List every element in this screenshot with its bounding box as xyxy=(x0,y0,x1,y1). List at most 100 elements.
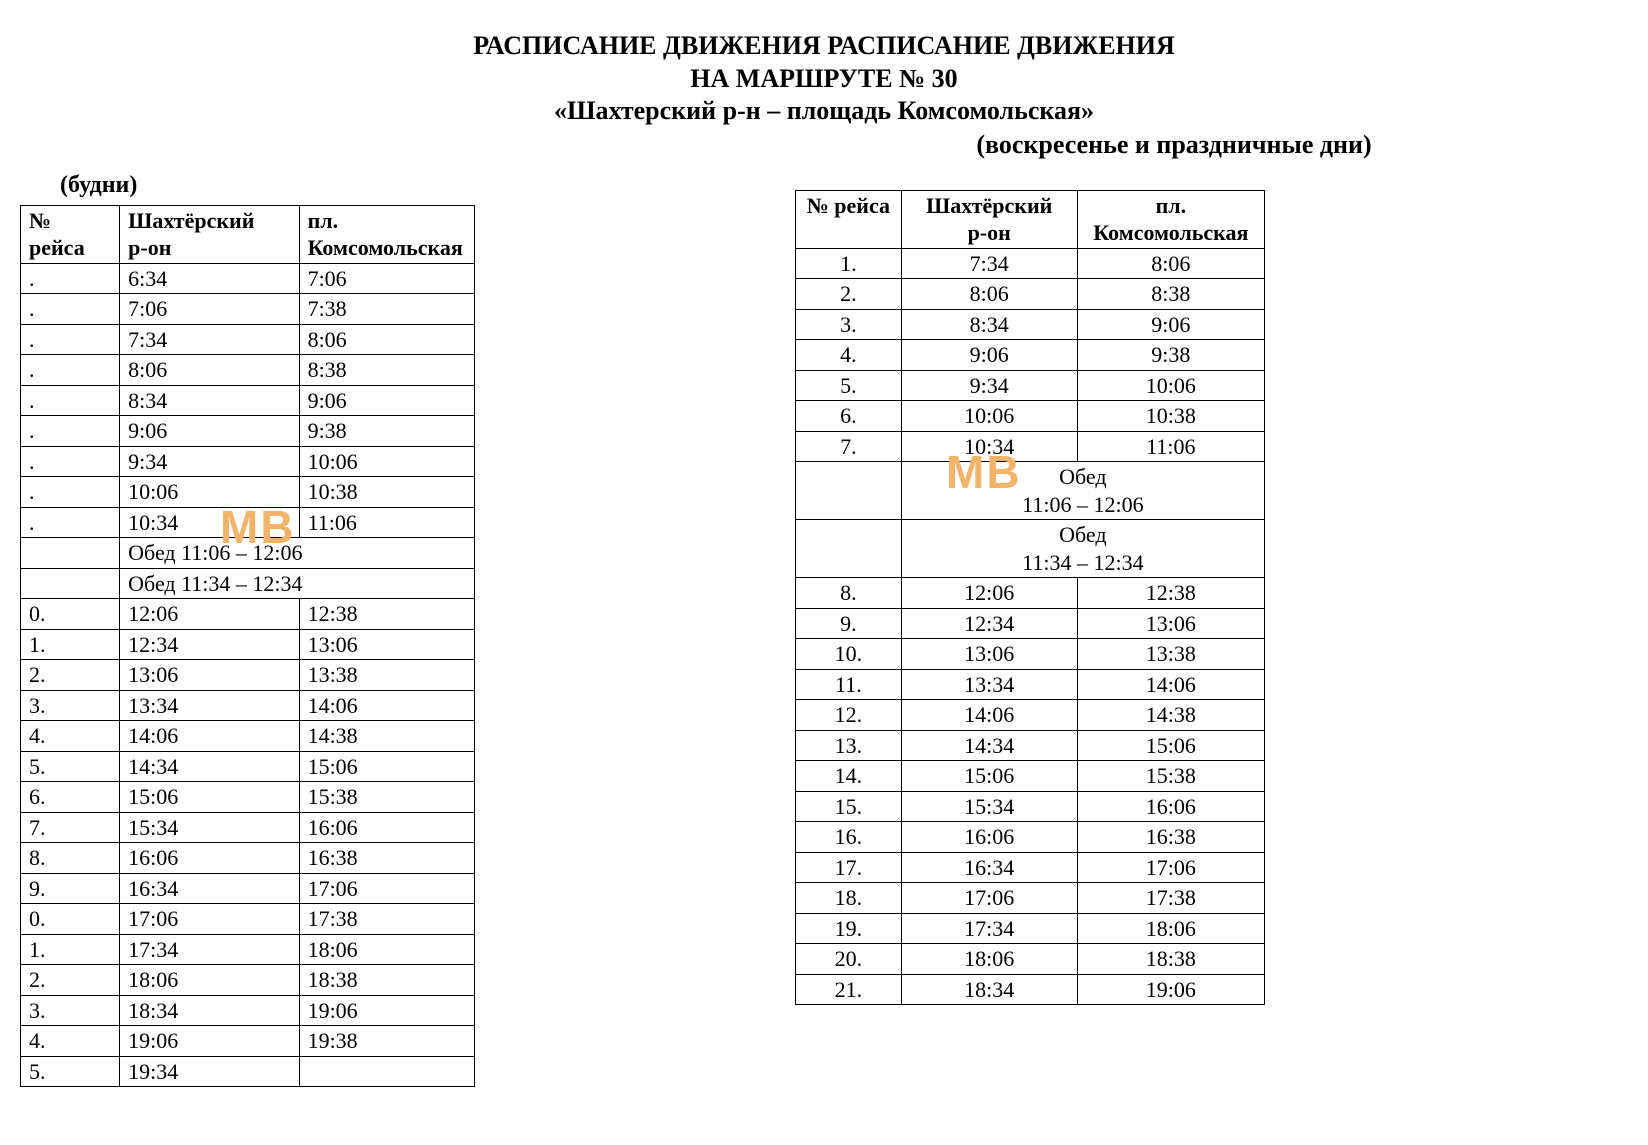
table-row: 18.17:0617:38 xyxy=(796,883,1265,914)
row-number xyxy=(796,462,902,520)
page-title-line1: РАСПИСАНИЕ ДВИЖЕНИЯ РАСПИСАНИЕ ДВИЖЕНИЯ xyxy=(20,30,1628,63)
time-depart: 18:06 xyxy=(120,965,299,996)
row-number xyxy=(21,568,120,599)
col-stop1-header: Шахтёрскийр-он xyxy=(901,190,1077,248)
page-title-line3: «Шахтерский р-н – площадь Комсомольская» xyxy=(20,95,1628,128)
table-row: .10:0610:38 xyxy=(21,477,475,508)
table-row: 2.13:0613:38 xyxy=(21,660,475,691)
time-arrive xyxy=(299,1056,474,1087)
table-row: .9:069:38 xyxy=(21,416,475,447)
time-depart: 15:34 xyxy=(901,791,1077,822)
row-number: . xyxy=(21,416,120,447)
table-row: 17.16:3417:06 xyxy=(796,852,1265,883)
time-depart: 12:34 xyxy=(120,629,299,660)
table-row: .8:349:06 xyxy=(21,385,475,416)
weekday-column: (будни) № рейса Шахтёрскийр-он пл.Комсом… xyxy=(20,168,475,1088)
time-arrive: 18:38 xyxy=(1077,944,1264,975)
time-depart: 18:34 xyxy=(901,974,1077,1005)
time-arrive: 7:06 xyxy=(299,263,474,294)
time-depart: 16:34 xyxy=(120,873,299,904)
time-depart: 15:34 xyxy=(120,812,299,843)
lunch-break: Обед11:34 – 12:34 xyxy=(901,520,1264,578)
time-depart: 16:34 xyxy=(901,852,1077,883)
table-row: 13.14:3415:06 xyxy=(796,730,1265,761)
table-row: 7.15:3416:06 xyxy=(21,812,475,843)
time-arrive: 8:38 xyxy=(299,355,474,386)
row-number: 5. xyxy=(21,1056,120,1087)
table-row: 19.17:3418:06 xyxy=(796,913,1265,944)
time-depart: 8:34 xyxy=(901,309,1077,340)
table-header-row: № рейса Шахтёрскийр-он пл.Комсомольская xyxy=(796,190,1265,248)
table-row: 5.19:34 xyxy=(21,1056,475,1087)
table-row: 15.15:3416:06 xyxy=(796,791,1265,822)
time-arrive: 9:38 xyxy=(1077,340,1264,371)
row-number: 3. xyxy=(21,995,120,1026)
time-depart: 19:34 xyxy=(120,1056,299,1087)
schedule-page: РАСПИСАНИЕ ДВИЖЕНИЯ РАСПИСАНИЕ ДВИЖЕНИЯ … xyxy=(0,0,1648,1145)
col-stop2-header: пл.Комсомольская xyxy=(1077,190,1264,248)
table-row: 6.10:0610:38 xyxy=(796,401,1265,432)
table-row: .9:3410:06 xyxy=(21,446,475,477)
row-number: 9. xyxy=(796,608,902,639)
time-arrive: 11:06 xyxy=(1077,431,1264,462)
row-number: 19. xyxy=(796,913,902,944)
time-arrive: 14:06 xyxy=(299,690,474,721)
table-row: Обед11:34 – 12:34 xyxy=(796,520,1265,578)
col-number-header: № рейса xyxy=(796,190,902,248)
table-row: .6:347:06 xyxy=(21,263,475,294)
time-arrive: 10:06 xyxy=(1077,370,1264,401)
row-number: 2. xyxy=(796,279,902,310)
time-depart: 10:06 xyxy=(120,477,299,508)
row-number: 1. xyxy=(21,629,120,660)
table-header-row: № рейса Шахтёрскийр-он пл.Комсомольская xyxy=(21,205,475,263)
time-arrive: 10:06 xyxy=(299,446,474,477)
row-number: 13. xyxy=(796,730,902,761)
row-number: 5. xyxy=(796,370,902,401)
time-arrive: 17:06 xyxy=(299,873,474,904)
row-number: 8. xyxy=(796,578,902,609)
lunch-break: Обед11:06 – 12:06 xyxy=(901,462,1264,520)
time-depart: 12:06 xyxy=(901,578,1077,609)
weekday-table: № рейса Шахтёрскийр-он пл.Комсомольская … xyxy=(20,205,475,1088)
col-stop1-header: Шахтёрскийр-он xyxy=(120,205,299,263)
row-number: 4. xyxy=(21,1026,120,1057)
row-number: 9. xyxy=(21,873,120,904)
row-number: . xyxy=(21,385,120,416)
time-depart: 13:06 xyxy=(901,639,1077,670)
time-depart: 10:34 xyxy=(901,431,1077,462)
row-number: 4. xyxy=(21,721,120,752)
time-arrive: 13:38 xyxy=(299,660,474,691)
holiday-note: (воскресенье и праздничные дни) xyxy=(20,130,1628,160)
time-depart: 13:34 xyxy=(901,669,1077,700)
table-row: 6.15:0615:38 xyxy=(21,782,475,813)
time-depart: 18:34 xyxy=(120,995,299,1026)
time-depart: 10:06 xyxy=(901,401,1077,432)
row-number xyxy=(796,520,902,578)
row-number: 0. xyxy=(21,904,120,935)
table-row: 4.14:0614:38 xyxy=(21,721,475,752)
time-arrive: 11:06 xyxy=(299,507,474,538)
time-arrive: 18:06 xyxy=(1077,913,1264,944)
time-depart: 7:34 xyxy=(120,324,299,355)
row-number: 0. xyxy=(21,599,120,630)
time-arrive: 15:06 xyxy=(299,751,474,782)
time-arrive: 19:38 xyxy=(299,1026,474,1057)
row-number: 5. xyxy=(21,751,120,782)
table-row: 11.13:3414:06 xyxy=(796,669,1265,700)
table-row: 14.15:0615:38 xyxy=(796,761,1265,792)
table-row: 3.18:3419:06 xyxy=(21,995,475,1026)
row-number: 7. xyxy=(796,431,902,462)
table-row: 4.19:0619:38 xyxy=(21,1026,475,1057)
time-arrive: 10:38 xyxy=(299,477,474,508)
time-depart: 17:34 xyxy=(120,934,299,965)
time-arrive: 18:38 xyxy=(299,965,474,996)
row-number: 1. xyxy=(21,934,120,965)
time-depart: 17:06 xyxy=(120,904,299,935)
time-arrive: 19:06 xyxy=(299,995,474,1026)
time-depart: 14:34 xyxy=(120,751,299,782)
row-number: . xyxy=(21,355,120,386)
time-arrive: 10:38 xyxy=(1077,401,1264,432)
row-number xyxy=(21,538,120,569)
time-depart: 17:34 xyxy=(901,913,1077,944)
time-arrive: 8:38 xyxy=(1077,279,1264,310)
